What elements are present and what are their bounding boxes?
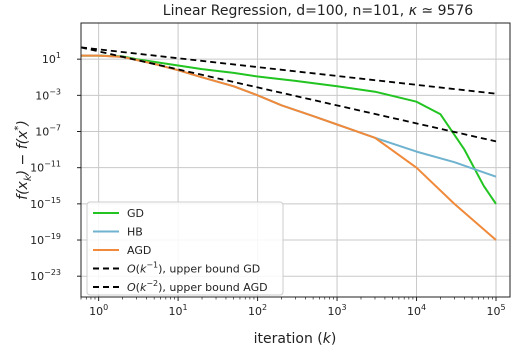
x-tick-label: 103 — [328, 303, 347, 318]
series-line-3 — [81, 46, 497, 95]
y-tick-label: 10−3 — [35, 87, 61, 102]
legend-box — [86, 201, 284, 296]
x-axis-label: iteration (k) — [254, 331, 337, 347]
x-tick-label: 102 — [248, 303, 267, 318]
x-axis: 100 101 102 103 104 105 — [80, 297, 506, 318]
y-tick-label: 101 — [42, 51, 61, 66]
legend: GD HB AGD O(k−1), upper bound GD O(k−2), upp… — [86, 201, 284, 296]
y-axis: 101 10−3 10−7 10−11 10−15 10−19 10−23 — [30, 51, 81, 283]
legend-label: AGD — [127, 244, 151, 257]
y-tick-label: 10−11 — [30, 160, 61, 175]
series-line-1 — [81, 54, 497, 178]
chart-title: Linear Regression, d=100, n=101, κ ≃ 957… — [163, 3, 474, 19]
legend-label: HB — [127, 226, 143, 239]
series-line-2 — [81, 54, 497, 241]
y-tick-label: 10−19 — [30, 232, 61, 247]
x-tick-label: 104 — [407, 303, 426, 318]
svg-text:f(xk) − f(x*): f(xk) − f(x*) — [13, 120, 34, 200]
series-line-4 — [81, 46, 497, 143]
x-tick-label: 101 — [169, 303, 188, 318]
series-layer — [81, 46, 497, 241]
series-line-0 — [81, 54, 497, 205]
x-tick-label: 100 — [89, 303, 108, 318]
y-axis-label: f(xk) − f(x*) — [13, 120, 34, 200]
legend-label: O(k−2), upper bound AGD — [127, 279, 268, 294]
y-tick-label: 10−7 — [35, 124, 61, 139]
y-tick-label: 10−15 — [30, 196, 61, 211]
y-tick-label: 10−23 — [30, 268, 61, 283]
legend-label: GD — [127, 207, 144, 220]
legend-label: O(k−1), upper bound GD — [127, 261, 260, 276]
x-tick-label: 105 — [486, 303, 505, 318]
